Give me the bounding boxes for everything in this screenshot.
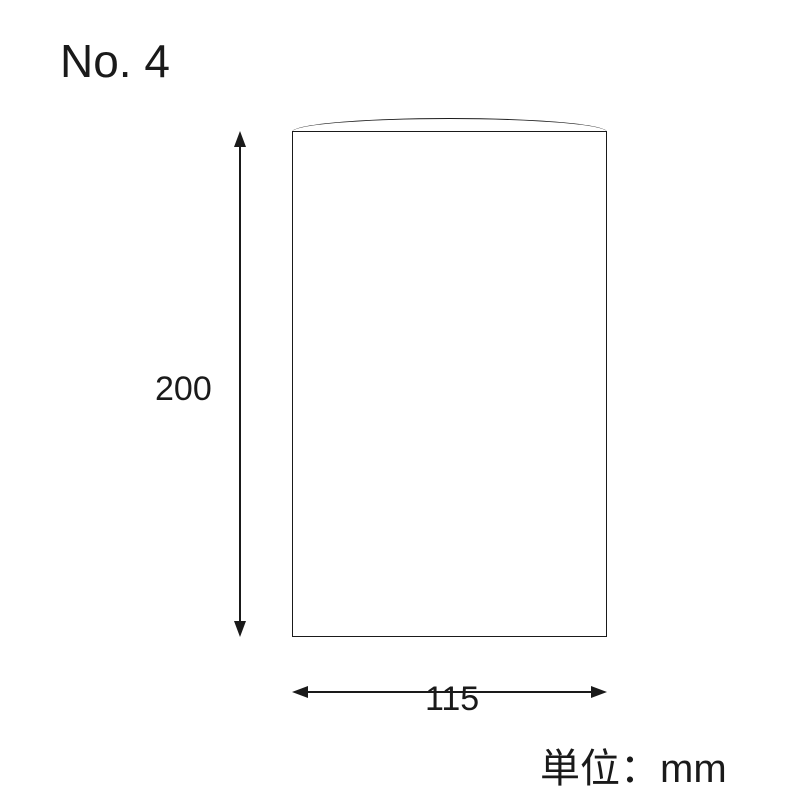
diagram-canvas: No. 4 200 115 単位：mm — [0, 0, 800, 800]
bag-outline — [292, 131, 607, 637]
height-arrow — [234, 131, 246, 637]
unit-label: 単位：mm — [540, 736, 727, 794]
bag-top-arc — [292, 118, 607, 132]
diagram-title: No. 4 — [60, 34, 170, 88]
height-dimension-label: 200 — [155, 370, 212, 409]
width-dimension-label: 115 — [425, 680, 479, 719]
